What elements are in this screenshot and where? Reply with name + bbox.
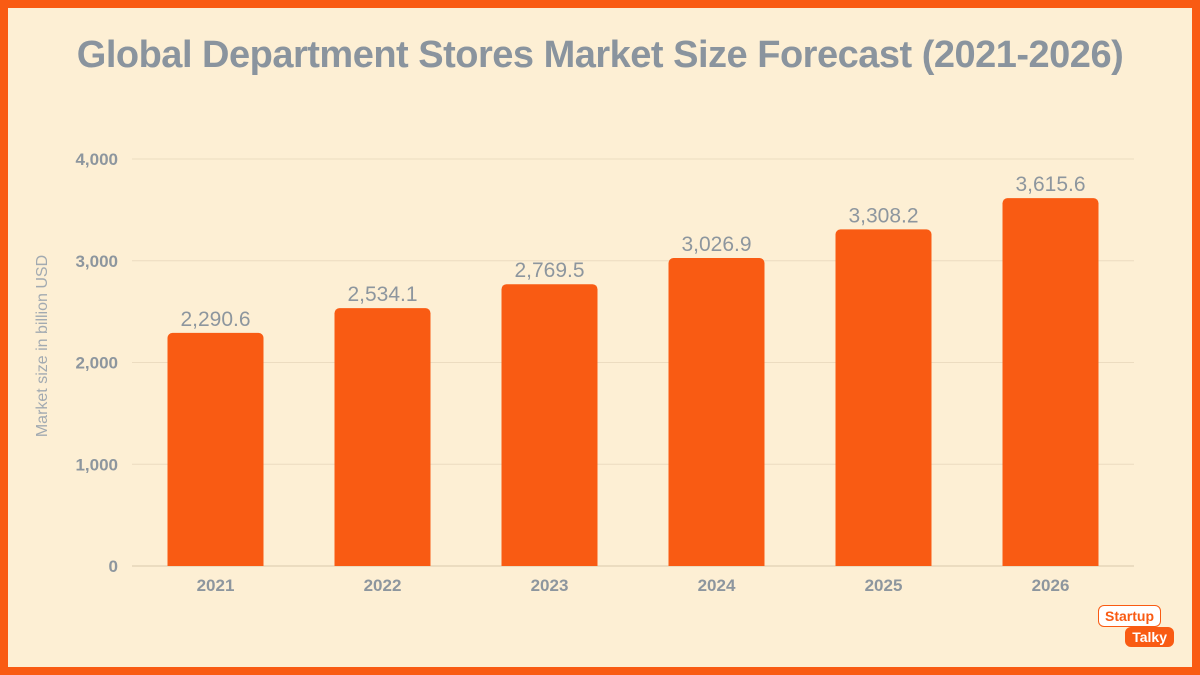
bar xyxy=(501,284,598,566)
x-tick-label: 2024 xyxy=(698,576,736,595)
x-tick-label: 2026 xyxy=(1032,576,1070,595)
x-tick-label: 2021 xyxy=(197,576,235,595)
bar xyxy=(334,308,431,566)
y-tick-label: 0 xyxy=(109,557,118,576)
data-label: 3,615.6 xyxy=(1015,173,1085,196)
bar-base xyxy=(668,558,765,566)
x-tick-label: 2025 xyxy=(865,576,903,595)
logo-text-startup: Startup xyxy=(1098,605,1161,627)
data-label: 2,534.1 xyxy=(347,283,417,306)
y-tick-label: 4,000 xyxy=(75,150,118,169)
bar-base xyxy=(501,558,598,566)
bar xyxy=(167,332,264,566)
bar-chart: 0 1,000 2,000 3,000 4,000 2,290.6 2021 2,534.1 2… xyxy=(75,150,1134,595)
logo-text-talky: Talky xyxy=(1125,627,1174,647)
x-tick-label: 2022 xyxy=(364,576,402,595)
bar-base xyxy=(835,558,932,566)
y-tick-label: 1,000 xyxy=(75,455,118,474)
bar xyxy=(668,258,765,566)
data-label: 3,026.9 xyxy=(681,233,751,256)
bar-base xyxy=(1002,558,1099,566)
bar xyxy=(835,229,932,566)
bar-base xyxy=(167,558,264,566)
startuptalky-logo: Startup Talky xyxy=(1098,605,1178,655)
data-label: 2,290.6 xyxy=(180,308,250,331)
bar-base xyxy=(334,558,431,566)
y-tick-label: 2,000 xyxy=(75,354,118,373)
chart-title: Global Department Stores Market Size For… xyxy=(76,34,1124,76)
data-label: 2,769.5 xyxy=(514,259,584,282)
x-tick-label: 2023 xyxy=(531,576,569,595)
data-label: 3,308.2 xyxy=(848,204,918,227)
y-tick-label: 3,000 xyxy=(75,252,118,271)
bar xyxy=(1002,198,1099,566)
